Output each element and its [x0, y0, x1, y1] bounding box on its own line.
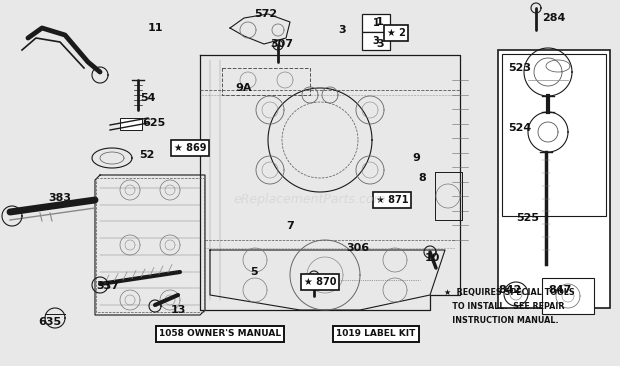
Text: ★ 2: ★ 2 — [386, 28, 405, 38]
Text: 11: 11 — [148, 23, 162, 33]
Bar — [362, 14, 390, 32]
Bar — [502, 54, 606, 216]
Text: ★ 871: ★ 871 — [376, 195, 408, 205]
Text: 8: 8 — [418, 173, 426, 183]
Text: 572: 572 — [254, 9, 278, 19]
Text: 9: 9 — [412, 153, 420, 163]
Text: 524: 524 — [508, 123, 531, 133]
Text: 306: 306 — [347, 243, 370, 253]
Text: 1058 OWNER'S MANUAL: 1058 OWNER'S MANUAL — [159, 329, 281, 339]
Text: 525: 525 — [516, 213, 539, 223]
Text: 52: 52 — [140, 150, 154, 160]
Text: 10: 10 — [424, 253, 440, 263]
Text: ★ 870: ★ 870 — [304, 277, 336, 287]
Text: 383: 383 — [48, 193, 71, 203]
Text: 3: 3 — [376, 39, 384, 49]
Bar — [120, 118, 142, 130]
Text: 284: 284 — [542, 13, 565, 23]
Text: 9A: 9A — [236, 83, 252, 93]
Text: 13: 13 — [170, 305, 185, 315]
Text: ★  REQUIRES SPECIAL TOOLS: ★ REQUIRES SPECIAL TOOLS — [444, 288, 575, 297]
Bar — [362, 32, 390, 50]
Text: 842: 842 — [498, 285, 521, 295]
Text: 54: 54 — [140, 93, 156, 103]
Text: 337: 337 — [97, 281, 120, 291]
Text: 625: 625 — [143, 118, 166, 128]
Text: 847: 847 — [548, 285, 572, 295]
Text: 3: 3 — [338, 25, 346, 35]
Text: eReplacementParts.com: eReplacementParts.com — [234, 194, 386, 206]
Text: 307: 307 — [270, 39, 293, 49]
Text: 1019 LABEL KIT: 1019 LABEL KIT — [336, 329, 415, 339]
Bar — [542, 278, 594, 314]
Text: TO INSTALL.  SEE REPAIR: TO INSTALL. SEE REPAIR — [444, 302, 564, 311]
Text: 635: 635 — [38, 317, 61, 327]
Text: 7: 7 — [286, 221, 294, 231]
Text: 523: 523 — [508, 63, 531, 73]
Text: ★ 869: ★ 869 — [174, 143, 206, 153]
Text: 307: 307 — [312, 277, 335, 287]
Text: 5: 5 — [250, 267, 258, 277]
Text: INSTRUCTION MANUAL.: INSTRUCTION MANUAL. — [444, 316, 559, 325]
Text: 1: 1 — [376, 17, 384, 27]
Text: 3: 3 — [373, 36, 379, 46]
Text: 1: 1 — [373, 18, 379, 28]
Bar — [498, 50, 610, 308]
